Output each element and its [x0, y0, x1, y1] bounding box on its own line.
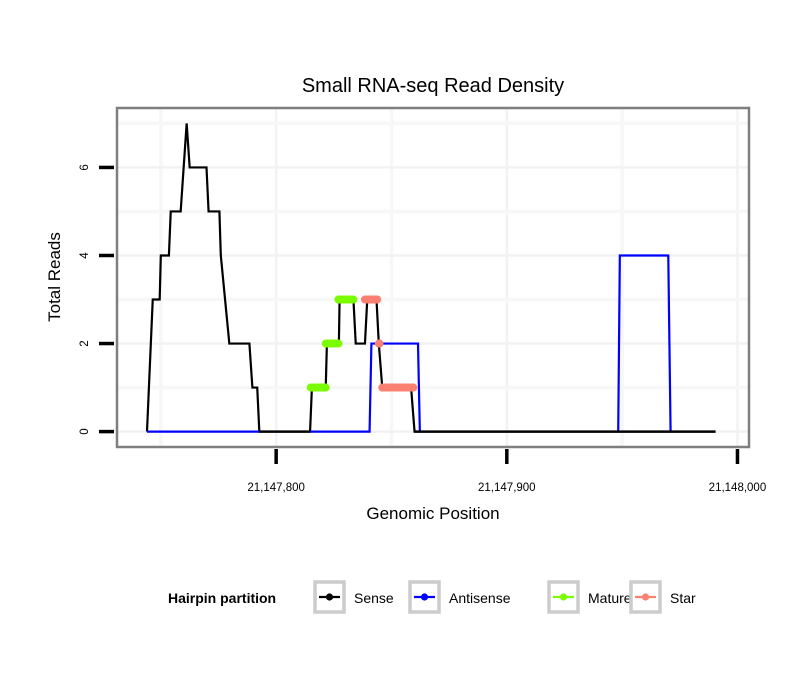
series-line-antisense: [617, 254, 672, 432]
legend-label: Antisense: [449, 590, 511, 606]
x-tick-label: 21,147,800: [247, 482, 305, 494]
gridlines: [117, 108, 749, 447]
y-tick-label: 6: [79, 164, 91, 170]
y-axis: 0 2 4 6: [79, 164, 114, 435]
legend: Hairpin partition Sense Antisense Mature St…: [168, 580, 696, 614]
legend-label: Sense: [354, 590, 394, 606]
legend-key-point: [420, 593, 429, 601]
legend-key-point: [325, 593, 334, 601]
y-tick-label: 2: [79, 340, 91, 346]
x-tick-label: 21,148,000: [709, 482, 767, 494]
legend-item-antisense: Antisense: [408, 580, 511, 614]
legend-label: Mature: [588, 590, 632, 606]
panel-background: [117, 108, 749, 447]
legend-key-point: [559, 593, 568, 601]
x-tick-label: 21,147,900: [478, 482, 536, 494]
legend-item-mature: Mature: [547, 580, 632, 614]
legend-item-star: Star: [629, 580, 696, 614]
legend-label: Star: [670, 590, 696, 606]
data-lines: [145, 123, 716, 433]
y-tick-label: 4: [79, 252, 91, 259]
plot-panel: [115, 106, 751, 449]
chart-title: Small RNA-seq Read Density: [302, 75, 564, 97]
series-line-antisense: [310, 342, 421, 433]
x-axis: 21,147,800 21,147,900 21,148,000: [247, 449, 766, 494]
x-axis-title: Genomic Position: [366, 504, 499, 523]
legend-key-point: [641, 593, 650, 601]
legend-item-sense: Sense: [313, 580, 394, 614]
y-tick-label: 0: [79, 428, 91, 434]
legend-title: Hairpin partition: [168, 590, 276, 606]
y-axis-title: Total Reads: [45, 232, 64, 322]
panel-border: [115, 106, 751, 449]
